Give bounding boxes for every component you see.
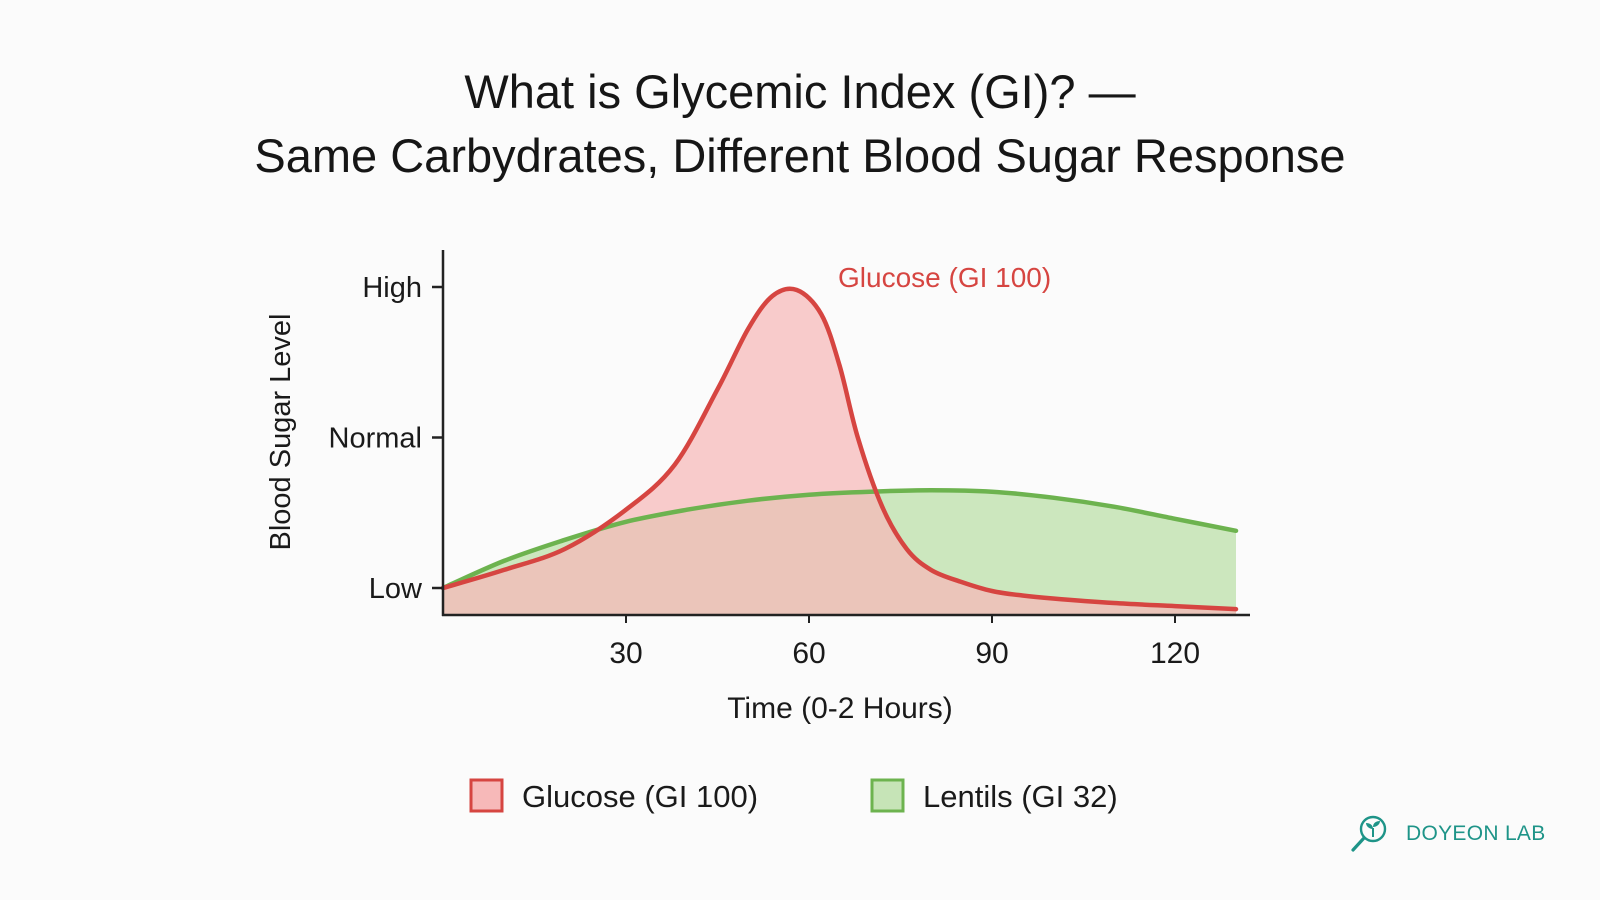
x-tick-label: 120	[1150, 637, 1200, 670]
title-line-1: What is Glycemic Index (GI)? —	[464, 65, 1136, 118]
x-tick-label: 90	[975, 637, 1008, 670]
y-tick-label: Normal	[329, 423, 422, 455]
brand-logo: DOYEON LAB	[1348, 812, 1546, 856]
legend: Glucose (GI 100) Lentils (GI 32)	[469, 778, 1118, 814]
series-line-lentils	[440, 487, 1239, 591]
legend-label-lentils: Lentils (GI 32)	[923, 779, 1118, 814]
chart-title: What is Glycemic Index (GI)? — Same Carb…	[0, 60, 1600, 188]
x-axis-label: Time (0-2 Hours)	[727, 692, 953, 725]
x-tick-label: 60	[792, 637, 825, 670]
x-tick-label: 30	[609, 637, 642, 670]
y-tick-label: High	[362, 272, 422, 304]
series-area-glucose	[443, 288, 1236, 614]
y-ticks: Low Normal High	[329, 272, 443, 605]
series-line-glucose	[440, 286, 1239, 612]
magnifier-sprout-icon	[1348, 812, 1392, 856]
title-line-2: Same Carbydrates, Different Blood Sugar …	[254, 129, 1346, 182]
brand-name: DOYEON LAB	[1406, 822, 1546, 845]
glucose-annotation: Glucose (GI 100)	[838, 262, 1051, 293]
x-ticks: 30 60 90 120	[609, 615, 1200, 670]
y-tick-label: Low	[369, 573, 423, 605]
y-axis-label: Blood Sugar Level	[265, 314, 297, 551]
legend-label-glucose: Glucose (GI 100)	[522, 779, 758, 814]
area-fills	[443, 288, 1236, 614]
legend-swatch-glucose	[469, 778, 504, 813]
series-lines	[440, 286, 1239, 612]
plot-area	[440, 286, 1239, 614]
legend-swatch-lentils	[870, 778, 905, 813]
